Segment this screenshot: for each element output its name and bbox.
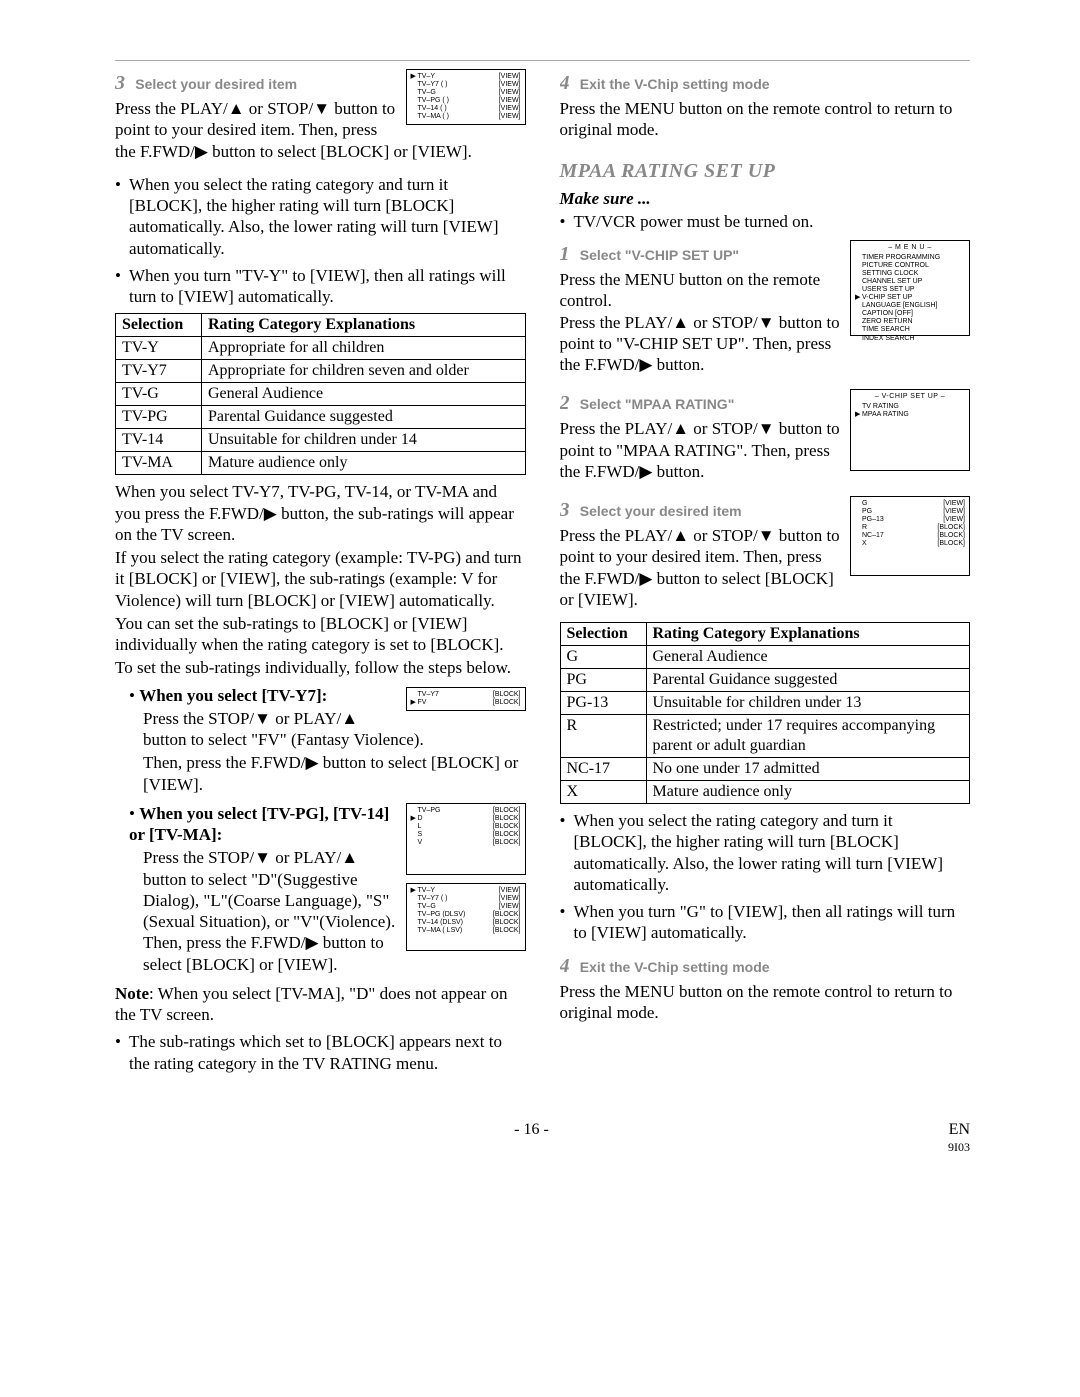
para: To set the sub-ratings individually, fol… (115, 657, 526, 678)
th-explain: Rating Category Explanations (646, 623, 970, 646)
menu-osd: – M E N U –TIMER PROGRAMMINGPICTURE CONT… (850, 240, 970, 336)
page-number: - 16 - (115, 1120, 948, 1155)
left-step3: ▶TV–Y[VIEW]TV–Y7 ( )[VIEW]TV–G[VIEW]TV–P… (115, 67, 526, 164)
table-row: XMature audience only (560, 781, 970, 804)
table-row: NC-17No one under 17 admitted (560, 758, 970, 781)
substep-head: When you select [TV-PG], [TV-14] or [TV-… (129, 804, 389, 844)
bullet: When you select the rating category and … (560, 810, 971, 895)
step-title: Select "MPAA RATING" (580, 396, 735, 412)
table-row: PG-13Unsuitable for children under 13 (560, 692, 970, 715)
right-step4a: 4 Exit the V-Chip setting mode Press the… (560, 67, 971, 143)
vchip-osd: – V-CHIP SET UP –TV RATING▶MPAA RATING (850, 389, 970, 471)
left-last-bullet: The sub-ratings which set to [BLOCK] app… (115, 1031, 526, 1074)
substep-head: When you select [TV-Y7]: (139, 686, 327, 705)
step-body: Press the MENU button on the remote cont… (560, 98, 971, 141)
bullet: When you turn "G" to [VIEW], then all ra… (560, 901, 971, 944)
left-step3-osd: ▶TV–Y[VIEW]TV–Y7 ( )[VIEW]TV–G[VIEW]TV–P… (406, 69, 526, 125)
step-title: Exit the V-Chip setting mode (580, 76, 770, 92)
step-number: 2 (560, 392, 570, 414)
doc-code: 9I03 (948, 1140, 970, 1155)
step-body: Press the MENU button on the remote cont… (560, 981, 971, 1024)
bullet: TV/VCR power must be turned on. (560, 211, 971, 232)
para: If you select the rating category (examp… (115, 547, 526, 611)
lang-code: EN (949, 1121, 970, 1138)
table-row: TV-YAppropriate for all children (116, 337, 526, 360)
mpaa-list-osd: G[VIEW]PG[VIEW]PG–13[VIEW]R[BLOCK]NC–17[… (850, 496, 970, 576)
tv-pg-osd2: ▶TV–Y[VIEW]TV–Y7 ( )[VIEW]TV–G[VIEW]TV–P… (406, 883, 526, 951)
step-number: 4 (560, 72, 570, 94)
step-number: 4 (560, 955, 570, 977)
table-row: PGParental Guidance suggested (560, 669, 970, 692)
table-row: TV-PGParental Guidance suggested (116, 406, 526, 429)
bullet: The sub-ratings which set to [BLOCK] app… (115, 1031, 526, 1074)
tv-rating-table: Selection Rating Category Explanations T… (115, 313, 526, 475)
step-number: 3 (560, 499, 570, 521)
make-sure: Make sure ... (560, 188, 971, 209)
right-column: 4 Exit the V-Chip setting mode Press the… (560, 67, 971, 1080)
th-explain: Rating Category Explanations (202, 314, 526, 337)
tv-pg-osd1: TV–PG[BLOCK]▶D[BLOCK]L[BLOCK]S[BLOCK]V[B… (406, 803, 526, 875)
substep-body: Then, press the F.FWD/▶ button to select… (143, 752, 526, 795)
left-column: ▶TV–Y[VIEW]TV–Y7 ( )[VIEW]TV–G[VIEW]TV–P… (115, 67, 526, 1080)
tv-y7-osd: TV–Y7[BLOCK]▶FV[BLOCK] (406, 687, 526, 711)
right-bullets: When you select the rating category and … (560, 810, 971, 944)
table-row: TV-MAMature audience only (116, 452, 526, 475)
para: When you select TV-Y7, TV-PG, TV-14, or … (115, 481, 526, 545)
table-row: GGeneral Audience (560, 646, 970, 669)
step-title: Select "V-CHIP SET UP" (580, 247, 739, 263)
right-step1: – M E N U –TIMER PROGRAMMINGPICTURE CONT… (560, 238, 971, 377)
step-title: Select your desired item (135, 76, 297, 92)
right-step3: G[VIEW]PG[VIEW]PG–13[VIEW]R[BLOCK]NC–17[… (560, 494, 971, 612)
th-selection: Selection (116, 314, 202, 337)
substep-body: Press the STOP/▼ or PLAY/▲ button to sel… (143, 708, 526, 751)
tv-y7-substep: TV–Y7[BLOCK]▶FV[BLOCK] • When you select… (129, 685, 526, 797)
table-row: RRestricted; under 17 requires accompany… (560, 715, 970, 758)
th-selection: Selection (560, 623, 646, 646)
right-step2: – V-CHIP SET UP –TV RATING▶MPAA RATING 2… (560, 387, 971, 484)
mpaa-rating-table: Selection Rating Category Explanations G… (560, 622, 971, 804)
table-row: TV-14Unsuitable for children under 14 (116, 429, 526, 452)
table-row: TV-GGeneral Audience (116, 383, 526, 406)
bullet: When you select the rating category and … (115, 174, 526, 259)
footer: - 16 - EN 9I03 (115, 1120, 970, 1155)
table-row: TV-Y7Appropriate for children seven and … (116, 360, 526, 383)
note-text: : When you select [TV-MA], "D" does not … (115, 984, 508, 1024)
section-title: MPAA RATING SET UP (560, 159, 971, 184)
step-title: Exit the V-Chip setting mode (580, 959, 770, 975)
step-number: 1 (560, 243, 570, 265)
step-title: Select your desired item (580, 503, 742, 519)
tv-pg14ma-substep: TV–PG[BLOCK]▶D[BLOCK]L[BLOCK]S[BLOCK]V[B… (129, 803, 526, 977)
step-number: 3 (115, 72, 125, 94)
left-bullets1: When you select the rating category and … (115, 174, 526, 308)
bullet: When you turn "TV-Y" to [VIEW], then all… (115, 265, 526, 308)
right-step4b: 4 Exit the V-Chip setting mode Press the… (560, 950, 971, 1026)
para: You can set the sub-ratings to [BLOCK] o… (115, 613, 526, 656)
